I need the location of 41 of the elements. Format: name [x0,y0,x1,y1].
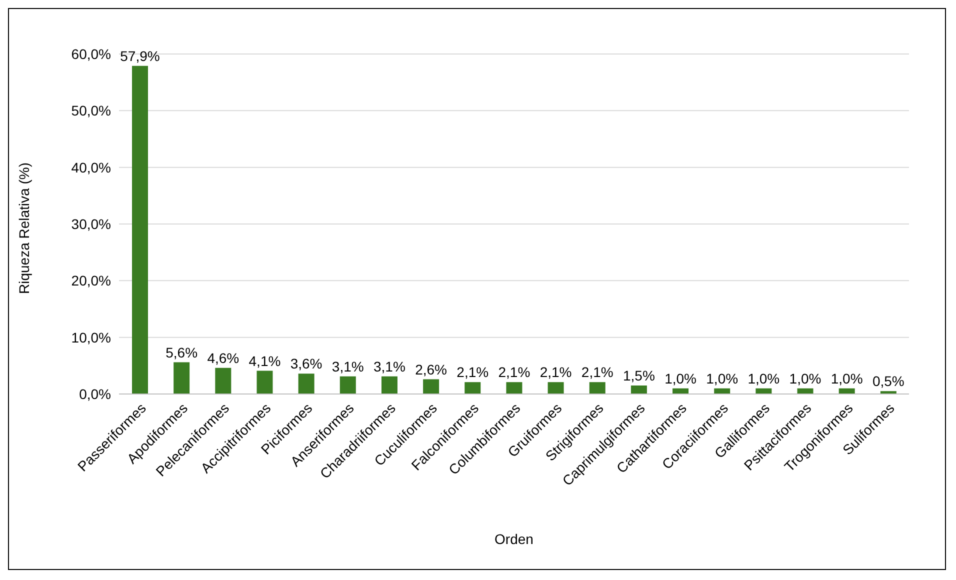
bar [298,374,314,394]
data-label: 2,6% [415,361,448,378]
data-label: 2,1% [581,364,614,380]
bar [256,370,273,394]
bar [423,379,440,394]
bar [589,382,606,394]
x-axis-title: Orden [494,531,534,547]
data-label: 1,0% [830,370,863,386]
bar [215,368,232,394]
data-label: 2,1% [456,364,489,380]
bar [174,362,190,394]
data-label: 3,6% [290,356,322,372]
data-label: 1,0% [664,370,696,386]
y-axis-title: Riqueza Relativa (%) [16,162,32,294]
bar [381,376,398,394]
data-label: 2,1% [498,364,530,380]
bar [506,382,522,394]
data-label: 1,5% [622,368,655,384]
bar [340,376,356,394]
y-tick-label: 50,0% [71,102,111,119]
data-label: 1,0% [789,370,822,386]
bar [548,382,564,394]
data-label: 1,0% [748,370,780,386]
y-tick-label: 0,0% [79,386,111,402]
bar [132,66,148,394]
y-tick-label: 60,0% [71,46,111,62]
data-label: 3,1% [332,358,364,374]
bar [630,386,647,394]
y-tick-label: 20,0% [71,272,111,289]
data-label: 0,5% [872,373,904,390]
data-label: 4,6% [207,350,240,366]
data-label: 1,0% [706,370,738,386]
y-tick-label: 10,0% [71,329,111,346]
y-tick-label: 40,0% [71,159,111,176]
data-label: 5,6% [166,344,198,360]
data-label: 57,9% [120,48,160,64]
data-label: 2,1% [540,364,572,380]
bar [464,382,481,394]
y-tick-label: 30,0% [71,216,111,232]
data-label: 4,1% [248,352,281,369]
data-label: 3,1% [374,358,406,374]
